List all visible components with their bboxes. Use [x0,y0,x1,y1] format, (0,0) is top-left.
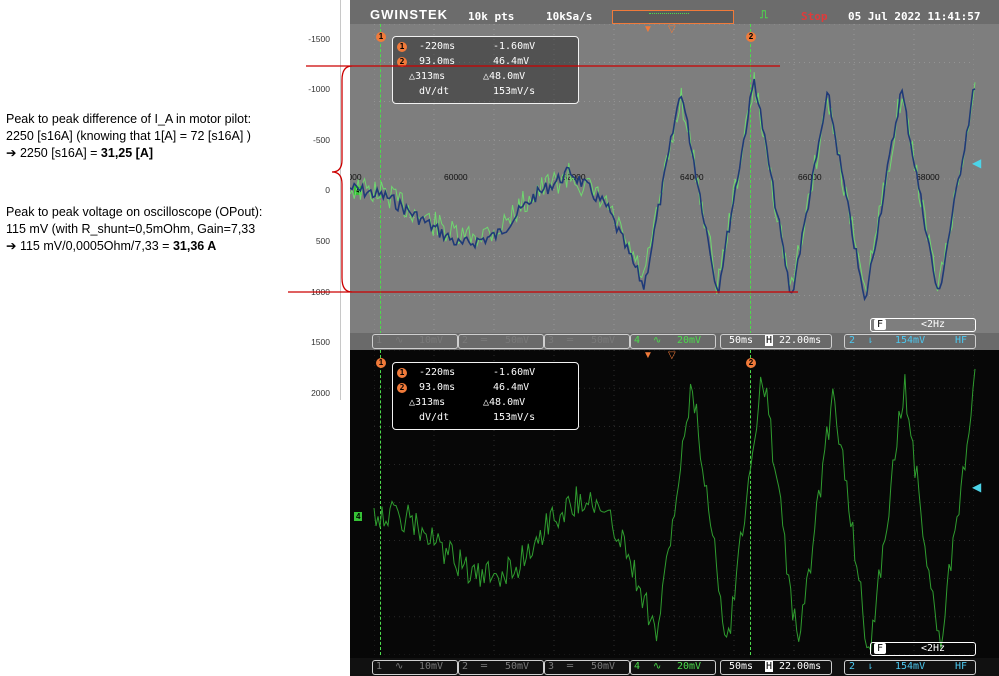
trigger-info[interactable]: 2 ⇂ 154mV HF [844,334,976,349]
delta-time-b: △313ms [409,397,446,408]
ch4-waveform [350,72,976,295]
current-result: ➔ 2250 [s16A] = 31,25 [A] [6,146,154,160]
c2-time: 93.0ms [419,56,456,67]
ch1-info-b[interactable]: 1 ∿ 10mV [372,660,458,675]
c2-volt: 46.4mV [493,56,530,67]
brand-logo: GWINSTEK [370,7,449,22]
dvdt-value-b: 153mV/s [493,412,536,423]
c2-volt-b: 46.4mV [493,382,530,393]
y-tick: -1000 [308,84,330,94]
waveform-plot-top [350,72,976,302]
peak-brace [331,65,353,293]
ch3-info-b[interactable]: 3 ═ 50mV [544,660,630,675]
cursor-1-flag-b[interactable]: 1 [376,358,386,368]
cursor-2-flag[interactable]: 2 [746,32,756,42]
dvdt-value: 153mV/s [493,86,536,97]
voltage-line-2: 115 mV (with R_shunt=0,5mOhm, Gain=7,33 [6,222,256,236]
trigger-pulse-icon: ⎍ [760,9,768,21]
current-line-1: Peak to peak difference of I_A in motor … [6,112,252,126]
cursor-2-line-b[interactable] [750,350,752,655]
trigger-offset-icon-b: ▽ [668,350,676,361]
ch2-info[interactable]: 2 ═ 50mV [458,334,544,349]
delta-volt-b: △48.0mV [483,397,526,408]
memory-window [649,13,689,21]
scope-screen-bottom: 1 2 ▼ ▽ ◀ 1 -220ms -1.60mV 2 93.0ms 46.4… [350,350,999,676]
current-result-value: 31,25 [A] [100,146,154,160]
y-tick: -500 [312,135,330,145]
channel-bar-bottom [350,658,999,676]
frequency-readout: F <2Hz [870,318,976,332]
ch3-info[interactable]: 3 ═ 50mV [544,334,630,349]
ch4-marker[interactable]: 4 [354,186,363,195]
x-tick: 66000 [798,172,822,182]
current-waveform [350,78,976,302]
cursor-2-line[interactable] [750,24,752,334]
y-tick: 0 [325,185,330,195]
c1-time: -220ms [419,41,456,52]
channel-bar-top [350,333,999,350]
dvdt-label: dV/dt [419,86,450,97]
timebase-info-b[interactable]: 50ms H 22.00ms [720,660,832,675]
trigger-info-b[interactable]: 2 ⇂ 154mV HF [844,660,976,675]
y-axis-line [340,0,341,400]
c1-volt: -1.60mV [493,41,536,52]
y-tick: 500 [315,236,330,246]
x-tick: 68000 [916,172,940,182]
x-tick: 58000 [350,172,362,182]
waveform-plot-bottom [373,368,976,653]
frequency-readout-b: F <2Hz [870,642,976,656]
trigger-level-icon: ◀ [972,156,982,170]
voltage-note: Peak to peak voltage on oscilloscope (OP… [6,204,262,255]
trigger-level-icon-b: ◀ [972,480,982,494]
voltage-result: ➔ 115 mV/0,0005Ohm/7,33 = 31,36 A [6,239,217,253]
x-tick: 60000 [444,172,468,182]
x-tick: 64000 [680,172,704,182]
voltage-line-1: Peak to peak voltage on oscilloscope (OP… [6,205,263,219]
cursor-1-flag[interactable]: 1 [376,32,386,42]
ch4-marker-b[interactable]: 4 [354,512,363,521]
voltage-result-value: 31,36 A [172,239,217,253]
delta-volt: △48.0mV [483,71,526,82]
c1-time-b: -220ms [419,367,456,378]
c1-volt-b: -1.60mV [493,367,536,378]
graticule [374,24,974,334]
timebase-info[interactable]: 50ms H 22.00ms [720,334,832,349]
trigger-position-icon: ▼ [643,24,653,35]
current-line-2: 2250 [s16A] (knowing that 1[A] = 72 [s16… [6,129,251,143]
ch2-info-b[interactable]: 2 ═ 50mV [458,660,544,675]
delta-time: △313ms [409,71,446,82]
ch4-waveform-b [373,368,976,653]
cursor-2-flag-b[interactable]: 2 [746,358,756,368]
ch1-info[interactable]: 1 ∿ 10mV [372,334,458,349]
y-tick: 1500 [311,337,330,347]
y-tick: 2000 [311,388,330,398]
trigger-position-icon-b: ▼ [643,350,653,361]
record-length: 10k pts [468,10,515,23]
memory-bar[interactable] [612,10,734,24]
run-status[interactable]: Stop [801,10,828,23]
cursor-1-line[interactable] [380,24,382,334]
sample-rate: 10kSa/s [546,10,593,23]
ch4-info[interactable]: 4 ∿ 20mV [630,334,716,349]
cursor-readout-b: 1 -220ms -1.60mV 2 93.0ms 46.4mV △313ms … [392,362,579,430]
trigger-offset-icon: ▽ [668,24,676,35]
current-note: Peak to peak difference of I_A in motor … [6,111,251,162]
ch4-info-b[interactable]: 4 ∿ 20mV [630,660,716,675]
c2-time-b: 93.0ms [419,382,456,393]
datetime: 05 Jul 2022 11:41:57 [848,10,981,23]
y-tick: -1500 [308,34,330,44]
cursor-1-line-b[interactable] [380,350,382,655]
cursor-readout: 1 -220ms -1.60mV 2 93.0ms 46.4mV △313ms … [392,36,579,104]
dvdt-label-b: dV/dt [419,412,450,423]
